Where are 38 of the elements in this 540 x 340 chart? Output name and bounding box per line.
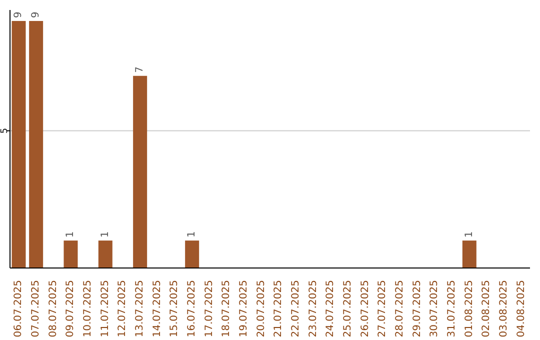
x-tick-label: 10.07.2025 xyxy=(82,280,94,338)
data-label: 1 xyxy=(186,231,198,238)
x-tick-label: 31.07.2025 xyxy=(446,280,458,338)
x-tick-label: 21.07.2025 xyxy=(273,280,284,338)
x-tick-label: 16.07.2025 xyxy=(186,280,198,338)
data-label: 1 xyxy=(65,231,76,238)
x-tick-label: 22.07.2025 xyxy=(290,280,302,338)
data-label: 1 xyxy=(100,231,111,238)
x-tick-label: 14.07.2025 xyxy=(152,280,163,338)
x-tick-label: 11.07.2025 xyxy=(100,280,111,338)
x-tick-label: 06.07.2025 xyxy=(13,280,24,338)
x-tick-label: 26.07.2025 xyxy=(360,280,371,338)
x-tick-label: 12.07.2025 xyxy=(117,280,128,338)
x-tick-label: 24.07.2025 xyxy=(325,280,336,338)
data-label: 9 xyxy=(30,12,42,18)
x-tick-label: 07.07.2025 xyxy=(30,280,42,338)
x-tick-label: 20.07.2025 xyxy=(256,280,267,338)
x-tick-label: 29.07.2025 xyxy=(412,280,423,338)
x-tick-label: 13.07.2025 xyxy=(134,280,146,338)
x-tick-label: 08.07.2025 xyxy=(48,280,59,338)
x-tick-label: 01.08.2025 xyxy=(464,280,475,338)
x-tick-label: 30.07.2025 xyxy=(429,280,440,338)
x-tick-label: 23.07.2025 xyxy=(308,280,319,338)
x-tick-label: 09.07.2025 xyxy=(65,280,76,338)
x-tick-label: 15.07.2025 xyxy=(169,280,180,338)
x-tick-label: 17.07.2025 xyxy=(204,280,215,338)
x-tick-label: 27.07.2025 xyxy=(377,280,388,338)
x-tick-label: 28.07.2025 xyxy=(394,280,406,338)
data-label: 9 xyxy=(13,12,24,18)
data-label: 1 xyxy=(464,231,475,238)
data-label: 7 xyxy=(134,66,146,73)
x-tick-label: 18.07.2025 xyxy=(221,280,232,338)
x-tick-label: 25.07.2025 xyxy=(342,280,354,338)
x-tick-label: 19.07.2025 xyxy=(238,280,250,338)
x-tick-label: 04.08.2025 xyxy=(516,280,527,338)
x-tick-label: 02.08.2025 xyxy=(481,280,492,338)
y-tick-label: 5 xyxy=(0,128,10,134)
x-tick-label: 03.08.2025 xyxy=(498,280,510,338)
